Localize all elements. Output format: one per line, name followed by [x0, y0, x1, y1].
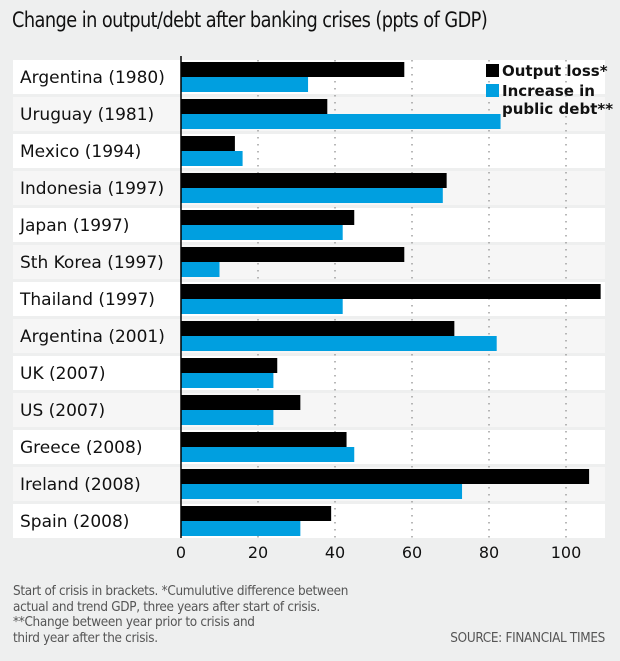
category-label: Indonesia (1997)	[20, 179, 164, 199]
bar-output-loss	[181, 395, 301, 410]
bar-output-loss	[181, 358, 278, 373]
category-label: Mexico (1994)	[20, 142, 141, 162]
bar-output-loss	[181, 136, 235, 151]
legend-label-public-debt: Increase in	[502, 82, 595, 100]
bar-public-debt	[181, 262, 220, 277]
bar-public-debt	[181, 299, 343, 314]
x-tick-label: 60	[402, 543, 422, 562]
row-background	[13, 356, 605, 390]
bar-public-debt	[181, 151, 243, 166]
x-tick-label: 20	[248, 543, 268, 562]
footnote: Start of crisis in brackets. *Cumulutive…	[13, 584, 349, 646]
bar-output-loss	[181, 432, 347, 447]
bar-public-debt	[181, 484, 463, 499]
bar-output-loss	[181, 173, 447, 188]
bar-public-debt	[181, 188, 443, 203]
bar-public-debt	[181, 410, 274, 425]
category-label: Japan (1997)	[19, 216, 129, 236]
source-credit: SOURCE: FINANCIAL TIMES	[450, 631, 605, 646]
category-label: Argentina (1980)	[20, 68, 165, 88]
legend-label-public-debt: public debt**	[502, 100, 613, 118]
x-tick-label: 80	[479, 543, 499, 562]
category-label: Ireland (2008)	[20, 475, 141, 495]
category-label: Thailand (1997)	[19, 290, 155, 310]
bar-public-debt	[181, 447, 355, 462]
row-background	[13, 393, 605, 427]
bar-output-loss	[181, 284, 601, 299]
bars	[181, 62, 601, 536]
bar-output-loss	[181, 99, 328, 114]
row-background	[13, 134, 605, 168]
bar-public-debt	[181, 114, 501, 129]
category-label: Greece (2008)	[20, 438, 142, 458]
bar-public-debt	[181, 336, 497, 351]
bar-output-loss	[181, 247, 405, 262]
bar-public-debt	[181, 77, 309, 92]
category-label: US (2007)	[20, 401, 105, 421]
category-label: Sth Korea (1997)	[20, 253, 164, 273]
category-label: Uruguay (1981)	[20, 105, 154, 125]
bar-output-loss	[181, 62, 405, 77]
legend-swatch-public-debt	[486, 84, 499, 97]
category-label: UK (2007)	[20, 364, 106, 384]
category-label: Spain (2008)	[20, 512, 129, 532]
x-tick-label: 0	[176, 543, 186, 562]
x-tick-label: 40	[325, 543, 345, 562]
bar-output-loss	[181, 469, 590, 484]
bar-output-loss	[181, 321, 455, 336]
legend-swatch-output-loss	[486, 64, 499, 77]
bar-output-loss	[181, 506, 332, 521]
bar-chart: Argentina (1980) Uruguay (1981) Mexico (19…	[13, 56, 613, 562]
bar-public-debt	[181, 521, 301, 536]
x-axis-ticks: 0 20 40 60 80 100	[176, 543, 581, 562]
legend-label-output-loss: Output loss*	[502, 62, 608, 80]
bar-public-debt	[181, 225, 343, 240]
category-label: Argentina (2001)	[20, 327, 165, 347]
category-labels: Argentina (1980) Uruguay (1981) Mexico (19…	[19, 68, 165, 532]
chart-title: Change in output/debt after banking cris…	[12, 8, 488, 32]
x-tick-label: 100	[551, 543, 582, 562]
bar-public-debt	[181, 373, 274, 388]
bar-output-loss	[181, 210, 355, 225]
